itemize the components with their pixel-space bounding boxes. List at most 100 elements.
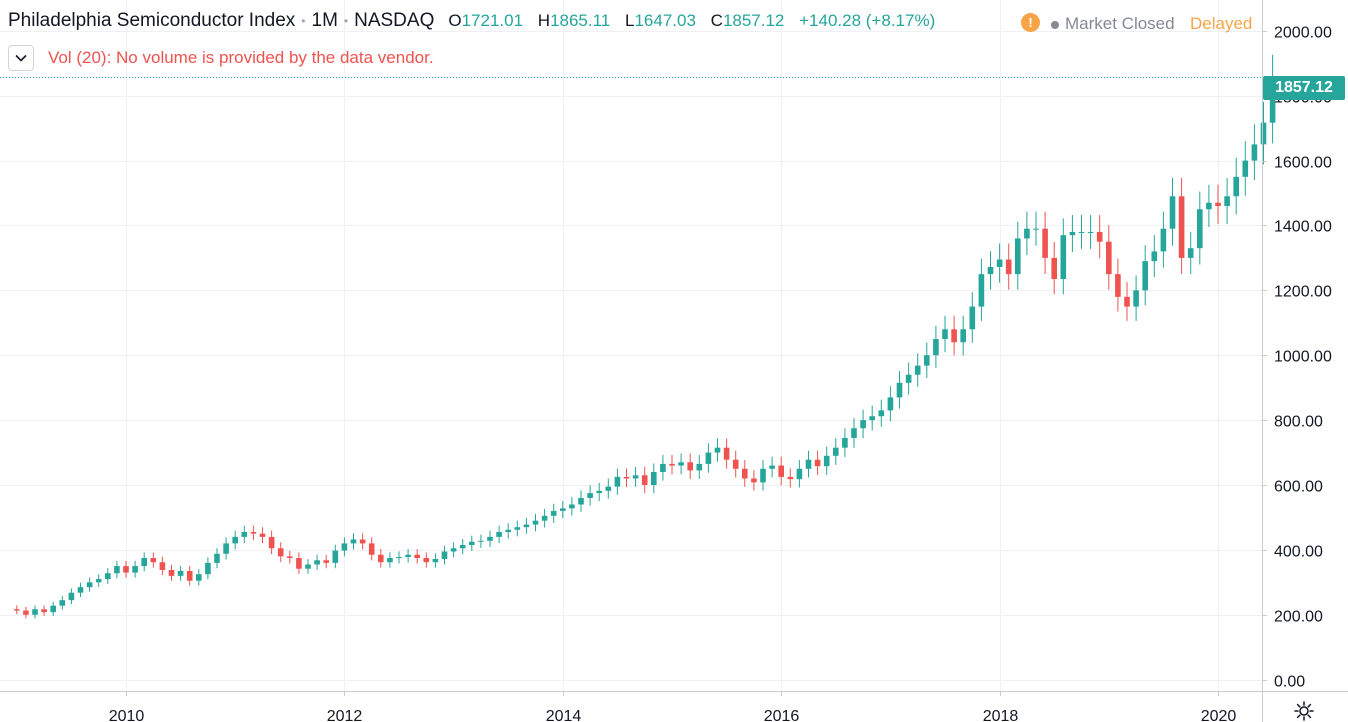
candle bbox=[287, 550, 293, 564]
candle bbox=[241, 525, 248, 544]
candle bbox=[914, 353, 921, 387]
candle bbox=[150, 552, 157, 568]
candle-body bbox=[414, 554, 420, 558]
candle bbox=[214, 548, 220, 569]
candle-body bbox=[896, 382, 903, 398]
x-tick-label: 2018 bbox=[983, 708, 1019, 722]
candle-body bbox=[833, 447, 839, 456]
candle bbox=[651, 463, 657, 494]
candle bbox=[996, 243, 1003, 283]
candle-body bbox=[1151, 251, 1158, 262]
candle-body bbox=[678, 462, 684, 466]
candle bbox=[32, 605, 38, 619]
candle bbox=[414, 549, 420, 564]
candle bbox=[378, 549, 384, 568]
candle-body bbox=[660, 463, 666, 473]
gear-icon[interactable] bbox=[1293, 700, 1315, 722]
candle-body bbox=[68, 592, 75, 601]
candle-body bbox=[496, 532, 502, 537]
candle-body bbox=[378, 554, 384, 563]
candle bbox=[924, 342, 930, 378]
candle-body bbox=[605, 486, 612, 491]
candle-body bbox=[196, 574, 202, 581]
time-axis[interactable]: 2010 2012 2014 2016 2018 2020 bbox=[109, 691, 1237, 722]
candle-body bbox=[560, 508, 566, 511]
candle bbox=[23, 606, 29, 619]
candle bbox=[1224, 178, 1230, 224]
candle-body bbox=[796, 468, 803, 480]
candle-body bbox=[887, 397, 894, 411]
close-label: C bbox=[710, 11, 723, 30]
candle-body bbox=[314, 560, 320, 565]
candle-body bbox=[723, 447, 730, 460]
candle-body bbox=[732, 459, 739, 469]
interval-label: 1M bbox=[311, 10, 338, 31]
candle bbox=[933, 325, 939, 368]
candle bbox=[796, 460, 803, 488]
candle bbox=[1160, 211, 1167, 268]
candle bbox=[787, 468, 794, 488]
candle-body bbox=[259, 533, 266, 537]
candle-body bbox=[441, 551, 448, 559]
candle-body bbox=[323, 560, 329, 563]
candle bbox=[105, 568, 111, 584]
candle bbox=[623, 468, 630, 487]
collapse-legend-button[interactable] bbox=[8, 45, 34, 71]
candle-body bbox=[114, 566, 120, 574]
candle-body bbox=[277, 548, 284, 557]
candle bbox=[1187, 231, 1194, 274]
candle bbox=[1178, 178, 1185, 274]
candle-body bbox=[1206, 202, 1212, 210]
candle bbox=[1124, 282, 1130, 321]
candle bbox=[123, 560, 129, 578]
candle bbox=[387, 552, 393, 568]
candle bbox=[186, 565, 193, 586]
candle bbox=[323, 554, 329, 569]
candle bbox=[969, 292, 976, 343]
candle bbox=[314, 554, 320, 570]
candle bbox=[678, 453, 684, 475]
candle bbox=[978, 258, 985, 321]
candle-body bbox=[487, 536, 493, 541]
candle-body bbox=[1142, 261, 1148, 291]
candle bbox=[59, 596, 66, 610]
candle bbox=[159, 556, 166, 576]
candle-body bbox=[914, 365, 921, 375]
volume-indicator-legend: Vol (20): No volume is provided by the d… bbox=[8, 45, 434, 71]
candle bbox=[805, 450, 812, 478]
y-tick-label: 200.00 bbox=[1274, 609, 1323, 626]
candle-body bbox=[687, 462, 693, 471]
candle-body bbox=[177, 570, 184, 576]
candle bbox=[1015, 221, 1021, 290]
candle bbox=[350, 533, 357, 550]
candle-body bbox=[641, 475, 648, 485]
symbol-legend[interactable]: Philadelphia Semiconductor Index • 1M • … bbox=[8, 10, 935, 32]
candle bbox=[987, 251, 994, 290]
price-axis[interactable]: 0.00 200.00 400.00 600.00 800.00 1000.00 1200.… bbox=[1262, 25, 1332, 691]
candle bbox=[359, 533, 366, 550]
volume-indicator-label: Vol (20): No volume is provided by the d… bbox=[48, 48, 434, 67]
delayed-badge[interactable]: Delayed bbox=[1190, 14, 1253, 33]
change-value: +140.28 (+8.17%) bbox=[799, 11, 936, 30]
candle bbox=[714, 438, 721, 462]
candle-body bbox=[32, 609, 38, 615]
candle bbox=[223, 537, 229, 560]
candle bbox=[450, 542, 457, 558]
candle-body bbox=[1015, 238, 1021, 275]
candle bbox=[332, 544, 339, 569]
warning-icon[interactable]: ! bbox=[1021, 13, 1040, 32]
candle bbox=[41, 605, 47, 616]
candle bbox=[769, 456, 775, 478]
candle bbox=[596, 482, 602, 501]
candle-body bbox=[742, 468, 748, 479]
low-value: 1647.03 bbox=[634, 11, 696, 30]
candle bbox=[514, 520, 521, 537]
candle-body bbox=[105, 573, 111, 580]
candle-body bbox=[469, 541, 475, 546]
candle-body bbox=[159, 562, 166, 570]
candle-body bbox=[168, 569, 175, 576]
candle bbox=[1106, 225, 1112, 290]
x-tick-label: 2014 bbox=[546, 708, 582, 722]
candle-body bbox=[241, 532, 248, 537]
